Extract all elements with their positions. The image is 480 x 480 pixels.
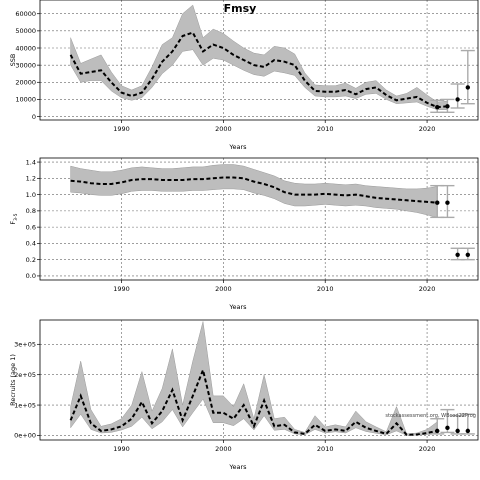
- x-tick-label: 1990: [113, 125, 130, 133]
- x-tick-label: 2000: [215, 125, 232, 133]
- x-axis-label: Years: [228, 143, 247, 151]
- projection-point: [455, 252, 460, 257]
- y-tick-label: 10000: [15, 96, 36, 104]
- y-tick-label: 0.4: [26, 240, 36, 248]
- plot-frame: [39, 0, 479, 121]
- projection-point: [465, 252, 471, 257]
- x-tick-label: 2000: [215, 285, 232, 293]
- y-tick-label: 0.6: [26, 223, 36, 231]
- projection-point: [445, 104, 450, 109]
- x-tick-label: 2010: [317, 285, 334, 293]
- y-tick-label: 0.8: [26, 207, 36, 215]
- y-tick-label: 0.2: [26, 256, 36, 264]
- x-tick-label: 2020: [419, 285, 436, 293]
- y-tick-label: 2e+05: [14, 371, 36, 379]
- projection-point: [455, 428, 460, 434]
- confidence-band: [70, 164, 438, 218]
- y-tick-label: 1e+05: [14, 401, 36, 409]
- median-line: [70, 176, 438, 204]
- projection-point: [435, 428, 440, 434]
- panel-2: 1990 2000 2010 2020 0.0 0.2 0.4 0.6 0.8 1.0 1.2 1.4…: [9, 157, 479, 311]
- chart-title: Fmsy: [224, 2, 257, 15]
- y-tick-label: 0.0: [26, 272, 36, 280]
- y-tick-label: 20000: [15, 79, 36, 87]
- y-tick-label: 1.4: [26, 158, 36, 166]
- x-tick-label: 2020: [419, 445, 436, 453]
- y-tick-label: 30000: [15, 61, 36, 69]
- confidence-band: [70, 321, 438, 436]
- y-axis-label: F3-5: [9, 213, 19, 224]
- y-tick-label: 50000: [15, 27, 36, 35]
- y-tick-label: 60000: [15, 10, 36, 18]
- plot-frame: [39, 157, 479, 281]
- projection-point: [465, 428, 471, 434]
- x-tick-label: 2010: [317, 445, 334, 453]
- x-axis-label: Years: [228, 303, 247, 311]
- projection-point: [435, 200, 440, 205]
- x-tick-label: 2010: [317, 125, 334, 133]
- y-tick-label: 3e+05: [14, 341, 36, 349]
- x-axis-label: Years: [228, 463, 247, 471]
- y-tick-label: 40000: [15, 44, 36, 52]
- plot-frame: [39, 319, 479, 441]
- y-axis-label: SSB: [9, 54, 17, 67]
- median-line: [69, 366, 438, 436]
- y-axis-label: Recruits (age 1): [9, 354, 17, 406]
- x-tick-label: 1990: [113, 445, 130, 453]
- y-tick-label: 1.0: [26, 191, 36, 199]
- projection-point: [465, 85, 471, 90]
- panel-3: 1990 2000 2010 2020 0e+00 1e+05 2e+05 3e+05 Year…: [9, 319, 479, 471]
- median-line: [69, 31, 448, 109]
- projection-point: [435, 104, 440, 110]
- projection-point: [445, 425, 450, 431]
- x-tick-label: 2020: [419, 125, 436, 133]
- y-tick-label: 0: [32, 113, 36, 121]
- y-tick-label: 1.2: [26, 175, 36, 183]
- projection-point: [445, 200, 450, 205]
- projection-point: [455, 97, 460, 102]
- panel-1: 1990 2000 2010 2020 0 10000 20000 30000 40000 500…: [9, 0, 479, 151]
- y-tick-label: 0e+00: [14, 432, 36, 440]
- x-tick-label: 2000: [215, 445, 232, 453]
- y-axis-label-subscript: 3-5: [13, 213, 19, 220]
- source-note: stockassessment.org, WBcod22Prog: [385, 413, 476, 419]
- x-tick-label: 1990: [113, 285, 130, 293]
